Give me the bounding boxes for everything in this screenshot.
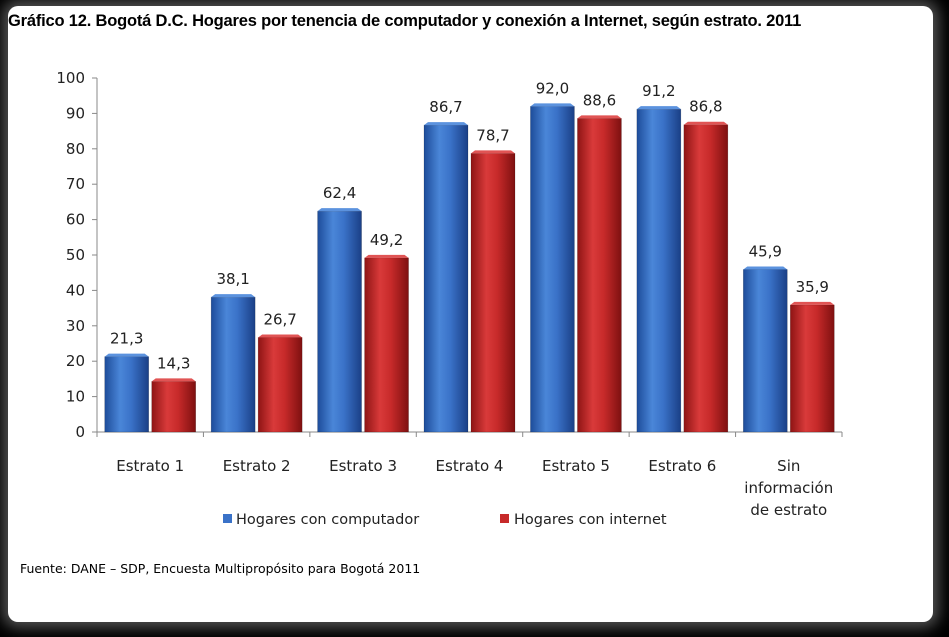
y-tick-label: 60 [66, 211, 85, 229]
y-tick-label: 70 [66, 175, 85, 193]
bar-computador-top [424, 122, 468, 126]
bar-internet [577, 118, 622, 433]
bar-internet-top [577, 115, 622, 119]
bar-internet [257, 337, 303, 433]
bar-internet-top [258, 334, 303, 338]
bar-computador-top [530, 103, 575, 107]
bar-computador-top [317, 208, 362, 212]
category-label: Estrato 4 [436, 457, 504, 475]
data-labels: 21,3 14,3 38,1 26,7 62,4 49,2 86,7 78,7 92,0 88,6… [110, 79, 829, 372]
y-tick-label: 40 [66, 281, 85, 299]
data-label: 45,9 [749, 243, 782, 261]
y-tick-label: 90 [66, 104, 85, 122]
data-label: 92,0 [536, 79, 569, 97]
bar-computador [104, 356, 150, 433]
category-label: Estrato 5 [542, 457, 610, 475]
bar-internet-top [790, 301, 835, 305]
axes: 0 10 20 30 40 50 60 70 80 90 100 Estrato 1 Estrato 2… [56, 69, 843, 519]
category-label: Estrato 6 [648, 457, 716, 475]
bar-computador [530, 106, 575, 433]
bar-internet-top [151, 378, 196, 382]
y-tick-label: 80 [66, 140, 85, 158]
bar-computador [636, 108, 682, 433]
legend-swatch [223, 514, 232, 523]
bar-internet [789, 304, 835, 433]
bar-internet-top [364, 254, 409, 258]
bar-internet [683, 124, 729, 433]
data-label: 26,7 [263, 310, 296, 328]
data-label: 91,2 [642, 82, 675, 100]
category-label: Estrato 2 [223, 457, 291, 475]
bar-computador [742, 269, 788, 433]
bar-internet-top [683, 121, 728, 125]
bar-internet [364, 257, 409, 433]
legend-swatch [500, 514, 509, 523]
bar-computador-top [743, 266, 788, 270]
legend-label: Hogares con internet [514, 512, 667, 528]
category-label: Estrato 1 [116, 457, 184, 475]
bar-computador [210, 296, 256, 433]
data-label: 49,2 [370, 231, 403, 249]
y-tick-label: 100 [56, 69, 85, 87]
data-label: 35,9 [796, 278, 829, 296]
bar-computador-top [636, 106, 681, 110]
legend-label: Hogares con computador [236, 512, 419, 528]
bar-internet-top [471, 150, 515, 154]
data-label: 86,8 [689, 98, 722, 116]
data-label: 14,3 [157, 354, 190, 372]
y-tick-label: 10 [66, 388, 85, 406]
category-label: Estrato 3 [329, 457, 397, 475]
legend: Hogares con computador Hogares con intern… [223, 512, 667, 528]
data-label: 88,6 [583, 91, 616, 109]
y-tick-label: 30 [66, 317, 85, 335]
chart-title: Gráfico 12. Bogotá D.C. Hogares por tene… [8, 12, 802, 30]
bar-computador [423, 124, 469, 433]
data-label: 78,7 [476, 126, 509, 144]
data-label: 21,3 [110, 330, 143, 348]
category-label: Sin información de estrato [744, 457, 833, 519]
y-tick-label: 50 [66, 246, 85, 264]
bar-computador [317, 210, 362, 433]
bar-internet [470, 153, 516, 433]
y-tick-label: 0 [75, 423, 85, 441]
y-tick-label: 20 [66, 352, 85, 370]
source-note: Fuente: DANE – SDP, Encuesta Multipropós… [20, 561, 421, 576]
data-label: 86,7 [429, 98, 462, 116]
data-label: 38,1 [216, 270, 249, 288]
data-label: 62,4 [323, 184, 356, 202]
bars [104, 103, 835, 433]
bar-internet [151, 381, 197, 433]
bar-computador-top [104, 353, 149, 357]
bar-computador-top [211, 294, 256, 298]
